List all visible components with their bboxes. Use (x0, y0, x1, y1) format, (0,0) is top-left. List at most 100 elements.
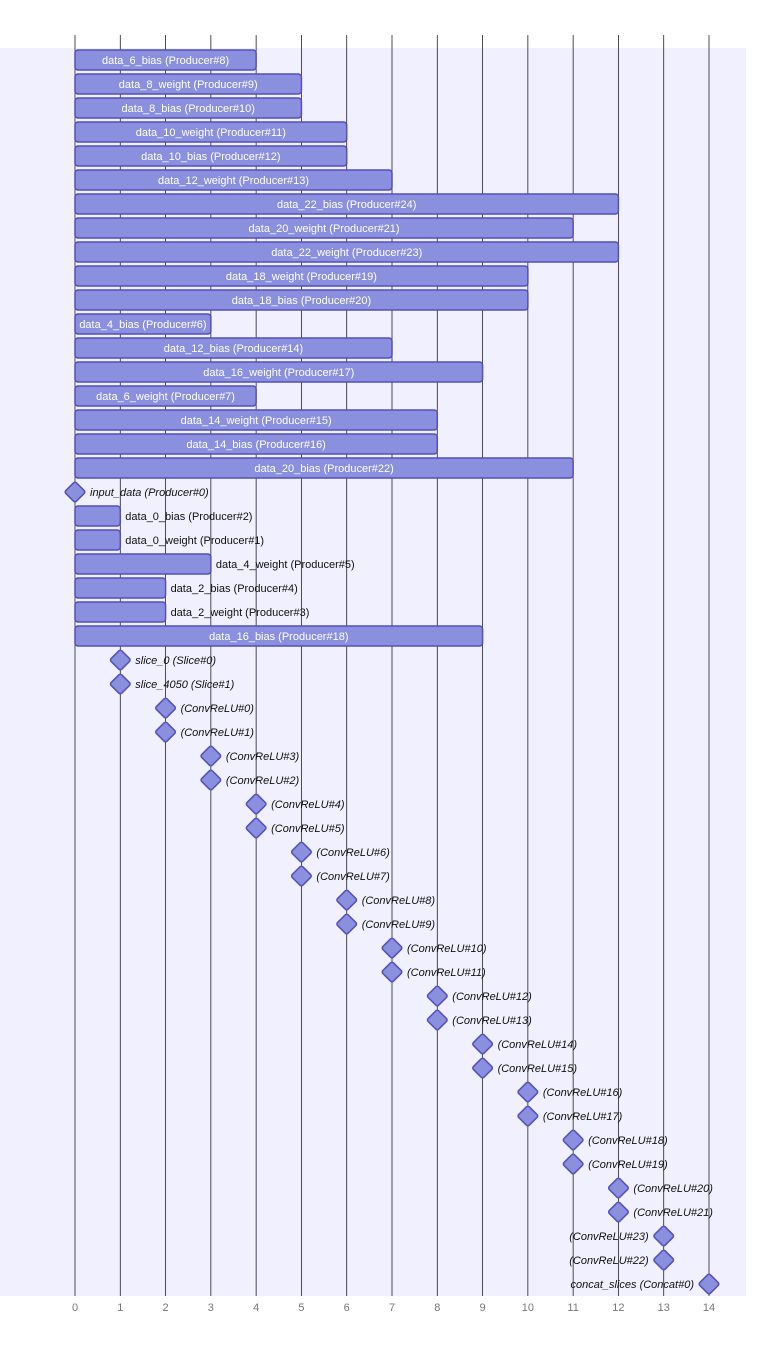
milestone[interactable]: (ConvReLU#17) (517, 1105, 623, 1127)
milestone[interactable]: slice_0 (Slice#0) (109, 649, 217, 671)
task-label: data_6_bias (Producer#8) (102, 55, 229, 67)
task-bar-rect (74, 193, 620, 215)
milestone-diamond (64, 481, 86, 503)
task-bar[interactable]: data_6_bias (Producer#8) (74, 49, 257, 71)
task-bar[interactable]: data_4_weight (Producer#5) (74, 553, 355, 575)
x-tick-label: 2 (163, 1302, 169, 1314)
milestone-label: (ConvReLU#1) (181, 727, 255, 739)
task-bar[interactable]: data_0_weight (Producer#1) (74, 529, 264, 551)
milestone[interactable]: (ConvReLU#9) (336, 913, 436, 935)
milestone-label: (ConvReLU#9) (362, 919, 436, 931)
milestone-label: (ConvReLU#23) (569, 1231, 649, 1243)
milestone-diamond (155, 721, 177, 743)
task-bar-rect (74, 241, 620, 263)
milestone[interactable]: (ConvReLU#4) (245, 793, 345, 815)
task-bar[interactable]: data_2_bias (Producer#4) (74, 577, 298, 599)
task-bar[interactable]: data_18_weight (Producer#19) (74, 265, 529, 287)
milestone-label: (ConvReLU#20) (633, 1183, 713, 1195)
milestone-diamond (200, 769, 222, 791)
milestone[interactable]: slice_4050 (Slice#1) (109, 673, 235, 695)
milestone-diamond (698, 1273, 720, 1295)
milestone[interactable]: (ConvReLU#22) (569, 1249, 675, 1271)
milestone[interactable]: (ConvReLU#10) (381, 937, 487, 959)
task-label: data_22_bias (Producer#24) (277, 199, 416, 211)
milestone[interactable]: (ConvReLU#11) (381, 961, 486, 983)
milestone-label: (ConvReLU#17) (543, 1111, 623, 1123)
task-bar[interactable]: data_16_weight (Producer#17) (74, 361, 484, 383)
milestone-diamond (653, 1225, 675, 1247)
task-label: data_0_weight (Producer#1) (125, 535, 264, 547)
milestone-label: (ConvReLU#13) (452, 1015, 532, 1027)
task-bar[interactable]: data_12_weight (Producer#13) (74, 169, 393, 191)
milestone[interactable]: (ConvReLU#1) (155, 721, 255, 743)
task-bar[interactable]: data_14_bias (Producer#16) (74, 433, 439, 455)
milestone[interactable]: concat_slices (Concat#0) (570, 1273, 720, 1295)
milestone-label: (ConvReLU#3) (226, 751, 300, 763)
milestone[interactable]: (ConvReLU#15) (472, 1057, 578, 1079)
milestone-diamond (426, 985, 448, 1007)
task-bar[interactable]: data_16_bias (Producer#18) (74, 625, 484, 647)
milestone[interactable]: (ConvReLU#18) (562, 1129, 668, 1151)
milestone[interactable]: (ConvReLU#3) (200, 745, 300, 767)
milestone[interactable]: (ConvReLU#6) (290, 841, 390, 863)
milestone[interactable]: (ConvReLU#0) (155, 697, 254, 719)
task-label: data_12_bias (Producer#14) (164, 343, 303, 355)
task-bar[interactable]: data_12_bias (Producer#14) (74, 337, 393, 359)
milestone-label: (ConvReLU#10) (407, 943, 487, 955)
milestone-label: (ConvReLU#5) (271, 823, 345, 835)
milestone[interactable]: (ConvReLU#20) (607, 1177, 713, 1199)
milestone-diamond (290, 841, 312, 863)
milestone[interactable]: (ConvReLU#7) (290, 865, 390, 887)
milestone-diamond (607, 1201, 629, 1223)
milestone-diamond (517, 1081, 539, 1103)
milestone[interactable]: (ConvReLU#19) (562, 1153, 668, 1175)
milestone-diamond (109, 673, 131, 695)
milestone[interactable]: input_data (Producer#0) (64, 481, 209, 503)
task-label: data_10_bias (Producer#12) (141, 151, 280, 163)
task-bar[interactable]: data_4_bias (Producer#6) (74, 313, 212, 335)
milestone[interactable]: (ConvReLU#14) (472, 1033, 578, 1055)
task-bar[interactable]: data_20_bias (Producer#22) (74, 457, 574, 479)
milestone-diamond (562, 1153, 584, 1175)
milestone[interactable]: (ConvReLU#16) (517, 1081, 623, 1103)
task-bar[interactable]: data_22_bias (Producer#24) (74, 193, 620, 215)
milestone[interactable]: (ConvReLU#5) (245, 817, 345, 839)
x-tick-label: 14 (703, 1302, 715, 1314)
milestone[interactable]: (ConvReLU#2) (200, 769, 300, 791)
milestone-label: (ConvReLU#14) (498, 1039, 578, 1051)
milestone-label: slice_0 (Slice#0) (135, 655, 216, 667)
milestone-diamond (200, 745, 222, 767)
milestone-label: (ConvReLU#15) (498, 1063, 578, 1075)
milestone-diamond (562, 1129, 584, 1151)
x-tick-label: 3 (208, 1302, 214, 1314)
milestone-diamond (336, 913, 358, 935)
task-bar[interactable]: data_10_weight (Producer#11) (74, 121, 348, 143)
tasks: data_6_bias (Producer#8) data_8_weight (P… (64, 49, 720, 1295)
milestone[interactable]: (ConvReLU#12) (426, 985, 532, 1007)
task-label: data_20_bias (Producer#22) (254, 463, 393, 475)
milestone-diamond (426, 1009, 448, 1031)
task-label: data_20_weight (Producer#21) (249, 223, 400, 235)
task-bar[interactable]: data_8_weight (Producer#9) (74, 73, 303, 95)
task-bar[interactable]: data_14_weight (Producer#15) (74, 409, 439, 431)
task-bar-rect (74, 289, 529, 311)
task-bar[interactable]: data_8_bias (Producer#10) (74, 97, 303, 119)
task-bar[interactable]: data_10_bias (Producer#12) (74, 145, 348, 167)
task-bar[interactable]: data_20_weight (Producer#21) (74, 217, 574, 239)
milestone[interactable]: (ConvReLU#8) (336, 889, 435, 911)
task-bar[interactable]: data_18_bias (Producer#20) (74, 289, 529, 311)
milestone-label: (ConvReLU#6) (316, 847, 390, 859)
task-label: data_14_weight (Producer#15) (181, 415, 332, 427)
task-label: data_14_bias (Producer#16) (186, 439, 325, 451)
task-bar[interactable]: data_22_weight (Producer#23) (74, 241, 620, 263)
task-bar-rect (74, 97, 303, 119)
task-label: data_2_weight (Producer#3) (171, 607, 310, 619)
milestone[interactable]: (ConvReLU#21) (607, 1201, 713, 1223)
task-bar[interactable]: data_0_bias (Producer#2) (74, 505, 252, 527)
task-bar[interactable]: data_2_weight (Producer#3) (74, 601, 310, 623)
milestone[interactable]: (ConvReLU#23) (569, 1225, 675, 1247)
task-bar[interactable]: data_6_weight (Producer#7) (74, 385, 257, 407)
milestone[interactable]: (ConvReLU#13) (426, 1009, 532, 1031)
milestone-diamond (245, 817, 267, 839)
task-bar-rect (74, 409, 439, 431)
